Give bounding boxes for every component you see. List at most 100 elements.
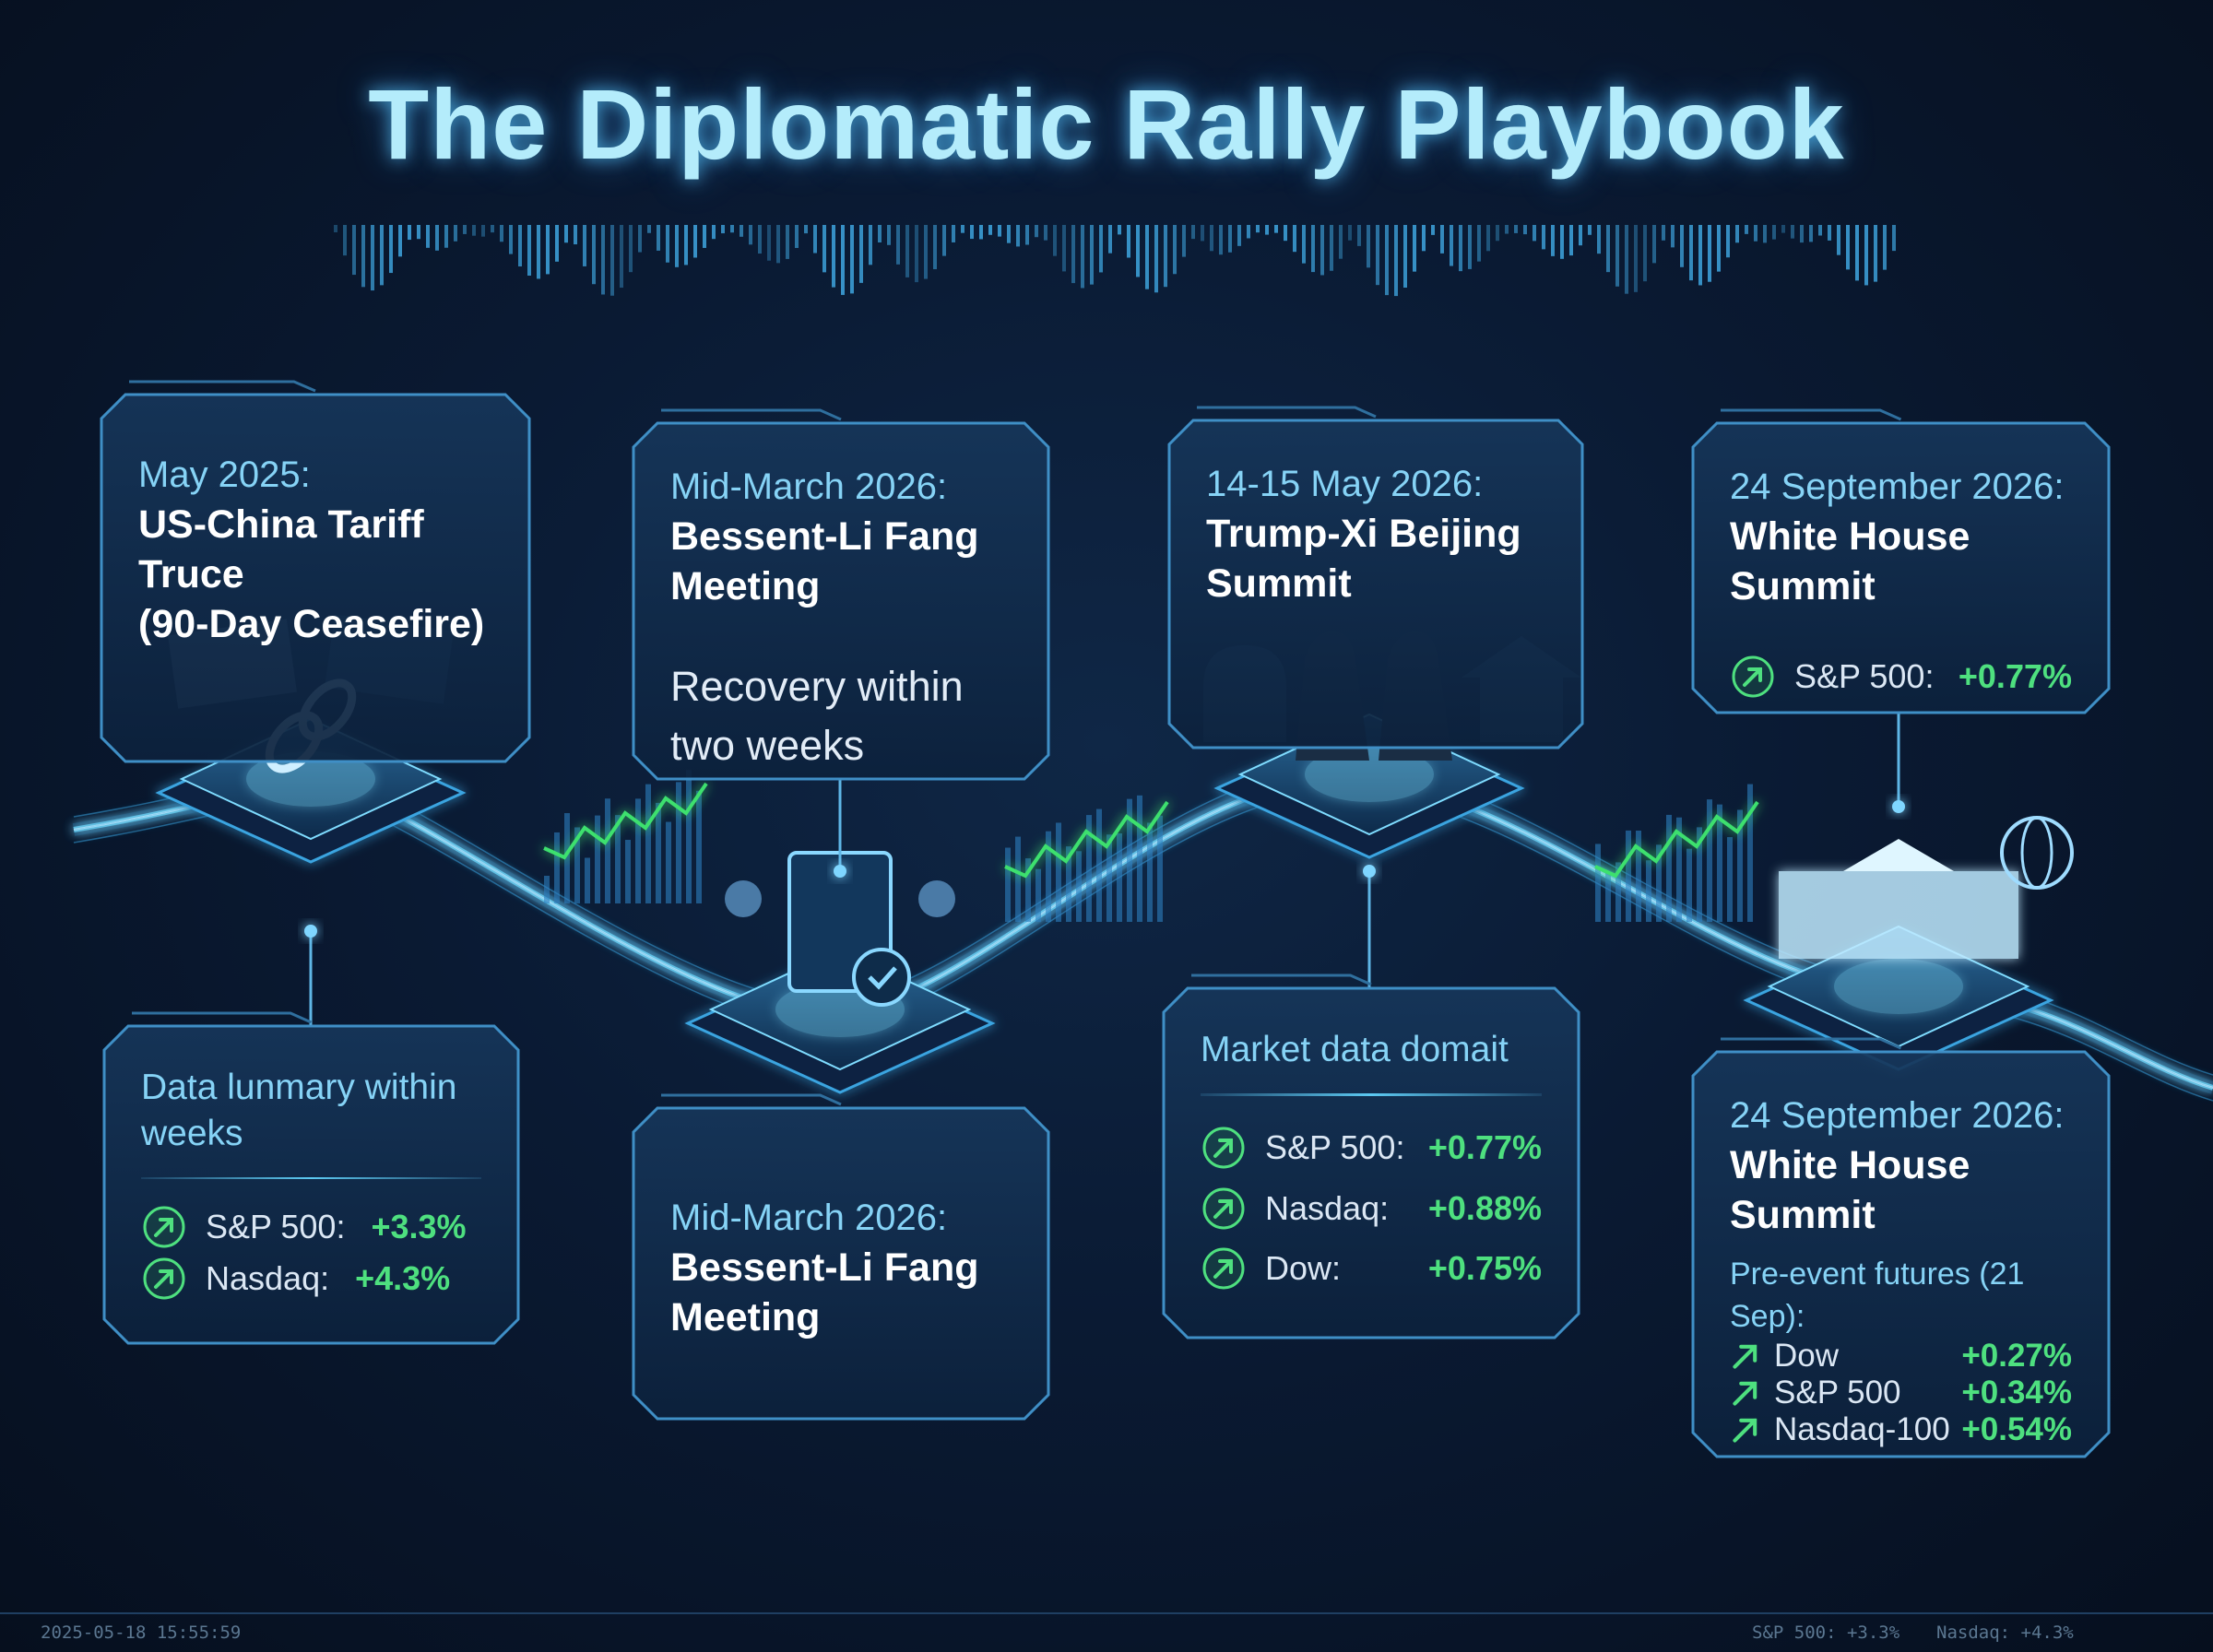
equalizer-bar (1284, 225, 1287, 242)
equalizer-bar (1293, 225, 1296, 253)
chart-decoration-bar (676, 782, 681, 903)
up-arrow-icon (1733, 1418, 1757, 1443)
section-heading: weeks (141, 1114, 243, 1153)
card-frame (1162, 986, 1580, 1339)
equalizer-bar (1302, 225, 1306, 264)
equalizer-bar (721, 225, 725, 234)
chart-decoration-bar (1005, 847, 1011, 922)
chart-decoration-bar (1717, 804, 1722, 922)
equalizer-bar (408, 225, 411, 241)
arrow (154, 1218, 173, 1238)
equalizer-bar (915, 225, 918, 283)
equalizer-bar (481, 225, 485, 237)
equalizer-bar (1606, 225, 1610, 273)
event-date: 24 September 2026: (1730, 466, 2065, 507)
equalizer-bar (1164, 225, 1167, 288)
equalizer-bar (1016, 225, 1020, 247)
equalizer-bar (518, 225, 522, 267)
equalizer-bar (1726, 225, 1730, 258)
index-change: +0.27% (1961, 1338, 2072, 1374)
chart-decoration-bar (1676, 817, 1682, 922)
equalizer-bar (1772, 225, 1776, 240)
event-date: 14-15 May 2026: (1206, 464, 1484, 504)
equalizer-bar (1542, 225, 1545, 250)
equalizer-bar (1671, 225, 1675, 248)
chart-decoration-bar (1035, 868, 1041, 922)
market-row: Dow +0.27% (1730, 1338, 2072, 1375)
equalizer-bar (1496, 225, 1499, 242)
equalizer-bar (924, 225, 928, 279)
chart-decoration-bar (1605, 871, 1611, 922)
event-card: May 2025: US-China Tariff Truce (90-Day Ce… (101, 395, 529, 761)
equalizer-bar (1468, 225, 1472, 269)
card-tab (1721, 408, 1902, 421)
event-card: 24 September 2026: White House Summit S&P 5… (1693, 423, 2109, 713)
equalizer-bar (850, 225, 854, 294)
equalizer-bar (583, 225, 586, 266)
person-icon (725, 880, 762, 917)
index-change: +0.88% (1427, 1188, 1542, 1227)
index-name: S&P 500: (1265, 1128, 1405, 1167)
equalizer-bar (435, 225, 439, 251)
equalizer-bar (1837, 225, 1840, 255)
index-name: S&P 500 (1774, 1375, 1901, 1410)
equalizer-bar (813, 225, 817, 254)
chart-decoration-bar (1015, 836, 1021, 922)
equalizer-bar (1818, 225, 1822, 236)
equalizer-bar (1090, 225, 1094, 285)
connector-dot (1363, 865, 1376, 878)
chart-decoration-bar (1737, 809, 1743, 922)
page-title: The Diplomatic Rally Playbook (368, 68, 1845, 180)
equalizer-bar (1007, 225, 1011, 243)
index-name: S&P 500: (206, 1208, 346, 1246)
chart-decoration-bar (656, 802, 661, 903)
event-title: Trump-Xi Beijing (1206, 512, 1521, 556)
market-row: Dow: +0.75% (1201, 1239, 1542, 1299)
equalizer-bar (1210, 225, 1213, 252)
index-name: Nasdaq: (1265, 1188, 1390, 1227)
trend-line (1004, 800, 1169, 879)
equalizer-bar (546, 225, 550, 275)
chart-decoration-bar (595, 815, 600, 903)
chart-decoration-bar (1157, 815, 1163, 922)
chart-decoration-bar (574, 827, 580, 903)
chart-decoration-bar (615, 815, 621, 903)
section-heading: Data lunmary within (141, 1068, 457, 1107)
equalizer-bar (979, 225, 983, 240)
equalizer-bar (942, 225, 946, 256)
equalizer-bar (730, 225, 734, 233)
equalizer-bar (1118, 225, 1121, 235)
equalizer-bar (998, 225, 1001, 237)
chart-decoration-bar (1066, 846, 1071, 922)
equalizer-bar (610, 225, 614, 296)
equalizer-bar (1698, 225, 1702, 286)
equalizer-bar (1523, 225, 1527, 235)
chart-decoration-bar (1686, 848, 1692, 922)
equalizer-bar (361, 225, 365, 288)
equalizer-bar (620, 225, 623, 289)
equalizer-bar (1228, 225, 1232, 253)
equalizer-bar (537, 225, 540, 279)
equalizer-bar (896, 225, 900, 265)
chart-decoration-bar (1595, 844, 1601, 922)
event-title: White House Summit (1730, 1143, 1970, 1237)
equalizer-bar (1173, 225, 1177, 275)
market-row: S&P 500: +0.77% (1730, 654, 2072, 700)
card-frame (632, 1106, 1050, 1421)
up-arrow-icon (1202, 1247, 1245, 1290)
equalizer-bar (1477, 225, 1481, 262)
event-date: May 2025: (138, 454, 311, 495)
equalizer-bar (389, 225, 393, 274)
equalizer-bar (574, 225, 577, 245)
equalizer-bar (1127, 225, 1130, 258)
equalizer-bar (1828, 225, 1831, 241)
event-date: Mid-March 2026: (670, 1198, 948, 1238)
card-frame (632, 421, 1050, 781)
equalizer-bar (961, 225, 964, 233)
chart-decoration-bar (1086, 815, 1092, 922)
chart-decoration-bar (625, 840, 631, 903)
equalizer-bar (859, 225, 863, 283)
equalizer-bar (795, 225, 799, 248)
up-arrow-icon (143, 1206, 185, 1248)
check-icon (852, 948, 911, 1007)
